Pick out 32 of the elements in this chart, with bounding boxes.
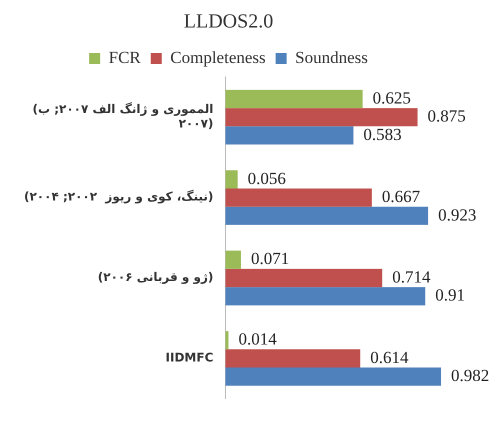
bar xyxy=(225,331,228,350)
data-label: 0.071 xyxy=(250,249,290,268)
y-tick-label: (نینگ، کوی و ریوز ۲۰۰۲; ۲۰۰۴) xyxy=(24,190,214,204)
data-label: 0.923 xyxy=(438,205,476,224)
bar xyxy=(225,349,360,368)
bar xyxy=(225,368,442,386)
bar xyxy=(225,188,372,207)
data-label: 0.625 xyxy=(372,88,411,108)
data-label: 0.714 xyxy=(392,267,431,286)
legend-label: FCR xyxy=(108,48,142,67)
data-label: 0.982 xyxy=(451,366,490,386)
data-label: 0.056 xyxy=(248,168,286,188)
data-label: 0.583 xyxy=(363,124,402,144)
y-tick-label: (ژو و قربانی ۲۰۰۶) xyxy=(98,270,214,284)
data-label: 0.614 xyxy=(370,348,409,367)
bar xyxy=(225,250,241,269)
data-label: 0.875 xyxy=(428,106,466,126)
data-label: 0.014 xyxy=(238,330,278,349)
legend-label: Soundness xyxy=(295,48,368,67)
bar xyxy=(225,126,354,145)
bar xyxy=(225,90,363,108)
data-label: 0.91 xyxy=(435,286,465,305)
chart-title: LLDOS2.0 xyxy=(184,10,274,32)
bar xyxy=(225,108,418,126)
bar xyxy=(225,206,428,225)
data-label: 0.667 xyxy=(382,187,421,206)
y-tick-label: (المموری و ژانگ الف ۲۰۰۷; ب ۲۰۰۷) xyxy=(32,102,214,131)
bar xyxy=(225,268,382,288)
bar xyxy=(225,287,426,306)
y-tick-label: IIDMFC xyxy=(166,350,214,365)
bar xyxy=(225,170,238,188)
legend-label: Completeness xyxy=(170,48,266,67)
